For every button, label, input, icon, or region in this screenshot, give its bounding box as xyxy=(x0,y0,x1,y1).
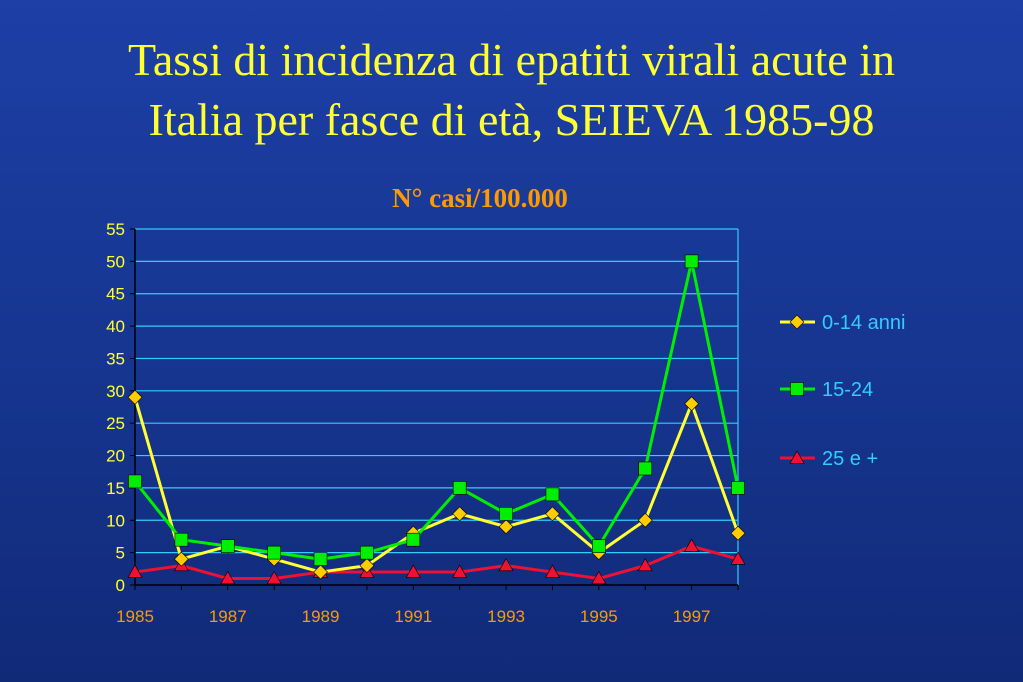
point-15-24-1997 xyxy=(684,254,699,269)
x-tick-label-1987: 1987 xyxy=(209,607,247,626)
x-tick-label-1991: 1991 xyxy=(394,607,432,626)
point-0-14 anni-1986 xyxy=(173,551,189,567)
legend-entry-0-14 anni: 0-14 anni xyxy=(780,312,905,334)
legend-marker-25 e + xyxy=(789,450,805,464)
chart-title: N° casi/100.000 xyxy=(392,183,568,213)
x-tick-label-1997: 1997 xyxy=(673,607,711,626)
gridlines xyxy=(135,228,738,554)
y-tick-label-45: 45 xyxy=(106,285,125,304)
point-15-24-1992 xyxy=(452,481,467,495)
series-0-14 anni xyxy=(127,389,746,580)
series-line-15-24 xyxy=(133,259,740,561)
point-0-14 anni-1985 xyxy=(127,389,143,405)
point-25 e +-1988 xyxy=(266,570,282,585)
x-tick-label-1989: 1989 xyxy=(302,607,340,626)
point-0-14 anni-1998 xyxy=(730,525,746,541)
point-15-24-1991 xyxy=(406,532,421,547)
point-15-24-1995 xyxy=(592,539,606,553)
point-25 e +-1985 xyxy=(127,564,143,578)
legend-label-25 e +: 25 e + xyxy=(822,448,878,470)
slide-title-line1: Tassi di incidenza di epatiti virali acu… xyxy=(127,34,896,85)
point-0-14 anni-1990 xyxy=(359,558,375,574)
y-tick-label-15: 15 xyxy=(106,479,125,498)
point-15-24-1996 xyxy=(638,461,653,476)
point-15-24-1985 xyxy=(128,474,142,489)
point-25 e +-1991 xyxy=(405,564,421,578)
legend-entry-15-24: 15-24 xyxy=(780,379,873,401)
point-0-14 anni-1993 xyxy=(498,519,514,535)
y-tick-label-20: 20 xyxy=(106,447,125,466)
point-0-14 anni-1989 xyxy=(313,564,328,580)
point-0-14 anni-1997 xyxy=(684,396,700,412)
point-25 e +-1997 xyxy=(684,538,700,552)
point-25 e +-1994 xyxy=(544,564,560,578)
axes xyxy=(130,228,739,590)
series-lines xyxy=(127,254,746,585)
x-tick-label-1985: 1985 xyxy=(116,607,154,626)
point-25 e +-1996 xyxy=(637,557,653,572)
y-tick-label-40: 40 xyxy=(106,317,125,336)
y-tick-label-55: 55 xyxy=(106,220,125,239)
legend-label-0-14 anni: 0-14 anni xyxy=(822,312,905,334)
legend: 0-14 anni 15-24 25 e + xyxy=(780,312,905,470)
point-25 e +-1987 xyxy=(220,570,236,585)
y-tick-label-5: 5 xyxy=(116,544,125,563)
point-0-14 anni-1992 xyxy=(452,506,468,522)
point-25 e +-1998 xyxy=(730,551,746,565)
x-tick-labels: 1985 1987 1989 1991 1993 1995 1997 xyxy=(116,607,710,626)
point-15-24-1993 xyxy=(499,506,513,521)
legend-marker-15-24 xyxy=(790,382,804,396)
point-0-14 anni-1994 xyxy=(545,506,560,522)
series-25 e + xyxy=(127,538,746,585)
y-tick-label-25: 25 xyxy=(106,414,125,433)
point-15-24-1994 xyxy=(545,487,560,502)
y-tick-labels: 0 5 10 15 20 25 30 35 40 45 50 55 xyxy=(106,220,125,595)
x-tick-label-1993: 1993 xyxy=(487,607,525,626)
point-0-14 anni-1996 xyxy=(637,512,653,528)
point-25 e +-1993 xyxy=(498,557,514,572)
y-tick-label-35: 35 xyxy=(106,349,125,368)
x-tick-label-1995: 1995 xyxy=(580,607,618,626)
legend-label-15-24: 15-24 xyxy=(822,379,873,401)
y-tick-label-50: 50 xyxy=(106,252,125,271)
point-15-24-1987 xyxy=(220,539,235,553)
series-15-24 xyxy=(128,254,745,566)
y-tick-label-30: 30 xyxy=(106,382,125,401)
y-tick-label-0: 0 xyxy=(116,576,125,595)
point-25 e +-1995 xyxy=(591,570,607,585)
point-15-24-1989 xyxy=(313,552,328,566)
point-15-24-1986 xyxy=(174,532,189,547)
point-15-24-1990 xyxy=(360,545,374,560)
point-25 e +-1992 xyxy=(452,564,468,578)
y-tick-label-10: 10 xyxy=(106,511,125,530)
slide-title-line2: Italia per fasce di età, SEIEVA 1985-98 xyxy=(148,94,875,145)
slide-title: Tassi di incidenza di epatiti virali acu… xyxy=(0,30,1023,150)
legend-marker-0-14 anni xyxy=(789,314,805,330)
series-line-25 e + xyxy=(134,544,739,581)
legend-entry-25 e +: 25 e + xyxy=(780,448,878,470)
point-15-24-1988 xyxy=(267,545,281,560)
point-15-24-1998 xyxy=(731,481,745,495)
